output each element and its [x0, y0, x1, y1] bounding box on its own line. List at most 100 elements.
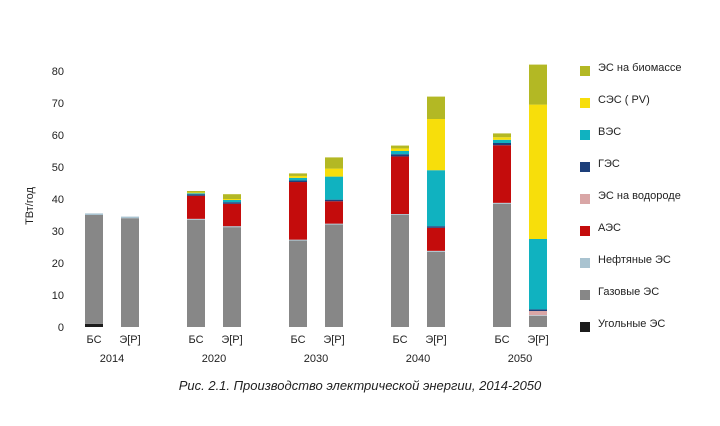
bar-label: БС [494, 334, 509, 346]
legend-swatch [580, 322, 590, 332]
legend-item: Газовые ЭС [580, 284, 720, 316]
bar-segment-gas [493, 203, 511, 327]
bar-label: Э[Р] [425, 334, 446, 346]
bar-segment-gas [223, 227, 241, 327]
legend-label: Нефтяные ЭС [598, 254, 671, 266]
bar-segment-gas [427, 251, 445, 327]
y-tick-label: 30 [52, 226, 64, 238]
bar-segment-hydro [325, 199, 343, 202]
bar-segment-hydro [187, 194, 205, 196]
bar-segment-oil [223, 226, 241, 228]
bar-segment-gas [529, 315, 547, 327]
bar-stack [121, 216, 139, 327]
legend-item: ЭС на водороде [580, 188, 720, 220]
bar-segment-solar [325, 168, 343, 177]
bar-label: Э[Р] [221, 334, 242, 346]
bar-label: Э[Р] [119, 334, 140, 346]
bar-segment-solar [427, 119, 445, 171]
bars [85, 64, 547, 327]
bar-segment-nuclear [187, 195, 205, 219]
bar-segment-hydro [427, 226, 445, 228]
bar-stack [427, 96, 445, 327]
bar-label: БС [86, 334, 101, 346]
bar-stack [391, 145, 409, 327]
bar-segment-bio [223, 194, 241, 199]
bar-segment-oil [493, 202, 511, 204]
bar-segment-oil [427, 250, 445, 252]
bar-segment-gas [391, 215, 409, 327]
bar-segment-gas [289, 240, 307, 327]
legend-swatch [580, 258, 590, 268]
bar-segment-hydro [223, 202, 241, 204]
year-label: 2020 [202, 353, 226, 365]
bar-label: БС [188, 334, 203, 346]
bar-segment-solar [187, 192, 205, 194]
year-label: 2014 [100, 353, 124, 365]
bar-stack [187, 191, 205, 327]
bar-segment-oil [391, 214, 409, 215]
bar-segment-gas [187, 219, 205, 327]
bar-segment-solar [529, 104, 547, 239]
legend-item: ЭС на биомассе [580, 60, 720, 92]
bar-segment-wind [325, 176, 343, 200]
y-tick-label: 40 [52, 194, 64, 206]
y-tick-label: 80 [52, 66, 64, 78]
bar-stack [325, 157, 343, 327]
bar-segment-bio [391, 145, 409, 149]
year-label: 2040 [406, 353, 430, 365]
legend-label: Газовые ЭС [598, 286, 660, 298]
bar-segment-nuclear [493, 145, 511, 203]
y-tick-label: 20 [52, 258, 64, 270]
legend-label: ВЭС [598, 126, 622, 138]
legend: ЭС на биомассе СЭС ( PV) ВЭС ГЭС ЭС на водор… [580, 60, 720, 348]
legend-swatch [580, 194, 590, 204]
legend-item: Угольные ЭС [580, 316, 720, 348]
year-label: 2050 [508, 353, 532, 365]
bar-segment-bio [529, 64, 547, 105]
legend-label: ЭС на биомассе [598, 62, 682, 74]
bar-label: Э[Р] [527, 334, 548, 346]
legend-item: ГЭС [580, 156, 720, 188]
legend-item: Нефтяные ЭС [580, 252, 720, 284]
bar-segment-bio [289, 173, 307, 176]
bar-stack [289, 173, 307, 327]
bar-segment-nuclear [391, 156, 409, 215]
legend-label: ЭС на водороде [598, 190, 681, 202]
y-tick-label: 60 [52, 130, 64, 142]
bar-segment-nuclear [289, 182, 307, 240]
y-tick-label: 10 [52, 290, 64, 302]
bar-segment-oil [325, 223, 343, 225]
bar-segment-solar [493, 137, 511, 140]
bar-segment-oil [85, 213, 103, 215]
legend-swatch [580, 226, 590, 236]
figure-caption: Рис. 2.1. Производство электрической эне… [178, 378, 542, 393]
y-axis: 0 10 20 30 40 50 60 70 80 [52, 66, 64, 334]
bar-stack [529, 64, 547, 327]
bar-segment-hydro [289, 180, 307, 183]
y-tick-label: 0 [58, 322, 64, 334]
bar-segment-bio [325, 157, 343, 169]
bar-label: БС [290, 334, 305, 346]
bar-segment-wind [529, 239, 547, 310]
bar-segment-wind [223, 199, 241, 203]
bar-segment-solar [391, 148, 409, 151]
legend-swatch [580, 66, 590, 76]
bar-segment-nuclear [325, 201, 343, 224]
legend-swatch [580, 162, 590, 172]
bar-label: Э[Р] [323, 334, 344, 346]
bar-segment-bio [427, 96, 445, 119]
bar-label: БС [392, 334, 407, 346]
legend-label: АЭС [598, 222, 621, 234]
bar-segment-oil [187, 218, 205, 220]
bar-segment-bio [187, 191, 205, 193]
bar-segment-bio [493, 133, 511, 138]
y-tick-label: 70 [52, 98, 64, 110]
bar-stack [223, 194, 241, 327]
y-axis-label: ТВт/год [24, 186, 36, 224]
legend-item: СЭС ( PV) [580, 92, 720, 124]
bar-stack [493, 133, 511, 327]
legend-label: ГЭС [598, 158, 620, 170]
bar-segment-wind [493, 139, 511, 143]
bar-segment-hydro [493, 143, 511, 146]
